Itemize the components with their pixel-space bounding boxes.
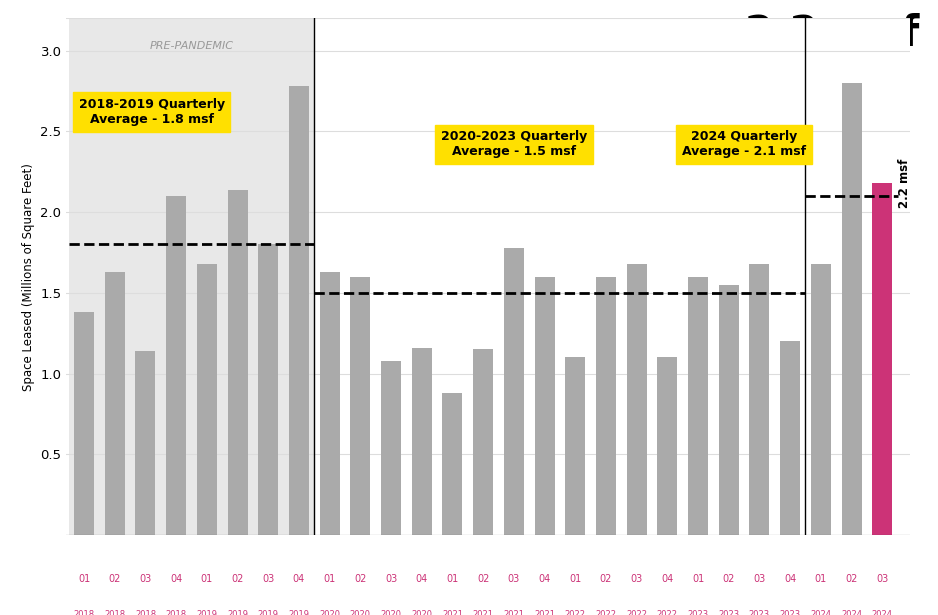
Text: 01: 01	[201, 574, 213, 584]
Text: 03: 03	[262, 574, 275, 584]
Text: 02: 02	[232, 574, 244, 584]
Y-axis label: Space Leased (Millions of Square Feet): Space Leased (Millions of Square Feet)	[22, 163, 35, 391]
Bar	[105, 272, 125, 535]
Text: 2022: 2022	[565, 610, 585, 615]
Text: 2020: 2020	[381, 610, 401, 615]
Text: 2019: 2019	[289, 610, 310, 615]
Bar	[749, 264, 769, 535]
Text: 2022: 2022	[596, 610, 616, 615]
Text: 2021: 2021	[442, 610, 463, 615]
Text: 04: 04	[170, 574, 182, 584]
Text: 2019: 2019	[227, 610, 248, 615]
Text: 2022: 2022	[657, 610, 678, 615]
Bar	[289, 86, 309, 535]
Bar	[443, 393, 462, 535]
Text: 2019: 2019	[258, 610, 279, 615]
Text: 2019: 2019	[196, 610, 218, 615]
Text: 03: 03	[876, 574, 888, 584]
Bar	[658, 357, 677, 535]
Text: 2018: 2018	[135, 610, 156, 615]
Bar	[74, 312, 94, 535]
Text: 04: 04	[293, 574, 305, 584]
Text: 2.2 msf: 2.2 msf	[745, 13, 919, 55]
Bar	[810, 264, 831, 535]
Text: 02: 02	[845, 574, 857, 584]
Text: Quarterly Law Firm Leasing Volume: Quarterly Law Firm Leasing Volume	[14, 25, 374, 43]
Text: 01: 01	[815, 574, 827, 584]
Bar	[228, 189, 248, 535]
Bar	[566, 357, 585, 535]
Bar	[166, 196, 186, 535]
Text: 2018: 2018	[104, 610, 126, 615]
Bar	[719, 285, 739, 535]
Text: 02: 02	[477, 574, 490, 584]
Text: 2020-2023 Quarterly
Average - 1.5 msf: 2020-2023 Quarterly Average - 1.5 msf	[441, 130, 587, 159]
Bar	[412, 348, 431, 535]
Bar	[780, 341, 800, 535]
Text: 01: 01	[78, 574, 90, 584]
Bar	[596, 277, 616, 535]
Bar	[872, 183, 892, 535]
Text: 02: 02	[109, 574, 121, 584]
Text: 03: 03	[385, 574, 397, 584]
Text: 2020: 2020	[319, 610, 340, 615]
Text: 03: 03	[507, 574, 520, 584]
Bar	[381, 360, 401, 535]
Bar	[535, 277, 554, 535]
Bar	[135, 351, 156, 535]
Text: 2.2 msf: 2.2 msf	[899, 159, 911, 208]
Text: 02: 02	[722, 574, 735, 584]
Text: 02: 02	[355, 574, 367, 584]
Text: 2024: 2024	[871, 610, 893, 615]
Bar	[688, 277, 708, 535]
Text: 01: 01	[446, 574, 459, 584]
Text: 01: 01	[324, 574, 336, 584]
Bar	[627, 264, 646, 535]
Text: 2023: 2023	[688, 610, 708, 615]
Text: 2021: 2021	[534, 610, 555, 615]
Text: 2023: 2023	[779, 610, 801, 615]
Bar	[351, 277, 371, 535]
Bar	[841, 83, 861, 535]
Text: 01: 01	[569, 574, 582, 584]
Text: 2024: 2024	[841, 610, 862, 615]
Text: 03: 03	[630, 574, 643, 584]
Bar	[68, 18, 314, 535]
Text: 2018-2019 Quarterly
Average - 1.8 msf: 2018-2019 Quarterly Average - 1.8 msf	[79, 98, 225, 126]
Bar	[473, 349, 493, 535]
Text: 04: 04	[538, 574, 551, 584]
Bar	[197, 264, 217, 535]
Text: 04: 04	[784, 574, 796, 584]
Text: 2021: 2021	[504, 610, 524, 615]
Text: PRE-PANDEMIC: PRE-PANDEMIC	[149, 41, 234, 51]
Text: 2018: 2018	[166, 610, 187, 615]
Text: 04: 04	[661, 574, 673, 584]
Text: 02: 02	[599, 574, 613, 584]
Text: 01: 01	[692, 574, 704, 584]
Text: 2024 Quarterly
Average - 2.1 msf: 2024 Quarterly Average - 2.1 msf	[682, 130, 806, 159]
Bar	[258, 245, 279, 535]
Text: 2018: 2018	[73, 610, 95, 615]
Text: 2022: 2022	[627, 610, 647, 615]
Bar	[320, 272, 340, 535]
Text: 2020: 2020	[411, 610, 432, 615]
Text: 2023: 2023	[749, 610, 770, 615]
Text: 03: 03	[140, 574, 152, 584]
Text: 04: 04	[416, 574, 428, 584]
Text: 2021: 2021	[473, 610, 493, 615]
Text: 2024: 2024	[810, 610, 831, 615]
Text: 03: 03	[753, 574, 765, 584]
Text: 2023: 2023	[719, 610, 739, 615]
Bar	[504, 248, 523, 535]
Text: 2020: 2020	[350, 610, 371, 615]
